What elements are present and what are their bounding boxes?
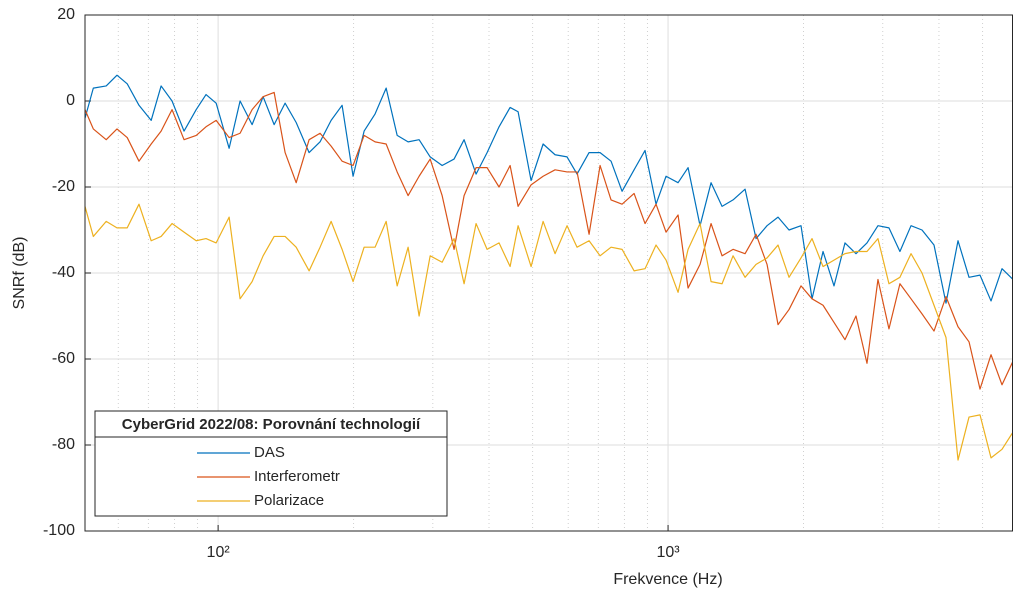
y-tick-label: -100 — [43, 522, 75, 539]
data-line — [85, 91, 1013, 390]
x-tick-label: 10³ — [656, 544, 680, 561]
x-axis-label: Frekvence (Hz) — [613, 571, 722, 588]
legend-label: DAS — [254, 444, 285, 461]
legend-label: Polarizace — [254, 492, 324, 509]
legend-box — [94, 410, 448, 517]
y-axis-label: SNRf (dB) — [11, 237, 28, 310]
y-tick-label: 0 — [66, 92, 75, 109]
y-tick-label: -40 — [52, 264, 75, 281]
y-tick-label: -80 — [52, 436, 75, 453]
data-line — [85, 203, 1013, 461]
y-tick-label: 20 — [57, 6, 75, 23]
legend-title: CyberGrid 2022/08: Porovnání technologií — [122, 416, 421, 433]
legend-label: Interferometr — [254, 468, 340, 485]
y-tick-label: -20 — [52, 178, 75, 195]
legend: CyberGrid 2022/08: Porovnání technologií… — [94, 410, 448, 517]
x-tick-label: 10² — [207, 544, 231, 561]
y-tick-label: -60 — [52, 350, 75, 367]
